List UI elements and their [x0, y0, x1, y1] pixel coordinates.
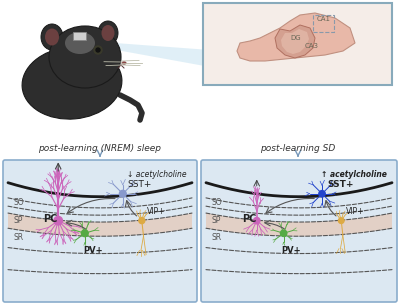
Circle shape: [280, 230, 287, 236]
Ellipse shape: [122, 61, 126, 65]
Ellipse shape: [102, 25, 114, 41]
Text: PC: PC: [242, 214, 256, 224]
Polygon shape: [88, 41, 210, 67]
Circle shape: [96, 48, 100, 52]
Ellipse shape: [98, 21, 118, 45]
Text: SR: SR: [13, 233, 23, 242]
Text: PV+: PV+: [83, 246, 102, 255]
Text: SST+: SST+: [128, 180, 152, 189]
Polygon shape: [275, 25, 315, 58]
Ellipse shape: [45, 28, 59, 45]
FancyBboxPatch shape: [203, 3, 392, 85]
Ellipse shape: [49, 26, 121, 88]
Circle shape: [54, 217, 62, 225]
Circle shape: [338, 218, 344, 224]
Circle shape: [82, 230, 88, 237]
Ellipse shape: [22, 47, 122, 119]
Text: SO: SO: [211, 198, 222, 207]
Polygon shape: [281, 29, 309, 54]
Polygon shape: [237, 13, 355, 61]
Text: CA1: CA1: [317, 16, 331, 22]
Circle shape: [319, 191, 325, 197]
Text: PC: PC: [43, 214, 58, 224]
Text: PV+: PV+: [282, 246, 301, 255]
Text: SR: SR: [211, 233, 221, 242]
FancyBboxPatch shape: [201, 160, 397, 302]
Text: SP: SP: [211, 216, 220, 225]
Ellipse shape: [65, 32, 95, 54]
Circle shape: [254, 217, 260, 224]
Text: DG: DG: [290, 35, 301, 41]
Text: SO: SO: [13, 198, 24, 207]
Text: VIP+: VIP+: [147, 207, 165, 216]
FancyBboxPatch shape: [3, 160, 197, 302]
Ellipse shape: [41, 24, 63, 50]
Circle shape: [119, 190, 126, 197]
Text: CA3: CA3: [305, 43, 319, 49]
Circle shape: [139, 218, 145, 224]
Text: post-learning SD: post-learning SD: [260, 144, 336, 153]
Text: VIP+: VIP+: [346, 207, 365, 216]
Text: SP: SP: [13, 216, 22, 225]
Polygon shape: [8, 213, 192, 236]
FancyBboxPatch shape: [74, 33, 86, 41]
Polygon shape: [206, 213, 392, 236]
Text: ↑ acetylcholine: ↑ acetylcholine: [321, 170, 387, 179]
Text: ↓ acetylcholine: ↓ acetylcholine: [127, 170, 187, 179]
Text: post-learning (NREM) sleep: post-learning (NREM) sleep: [38, 144, 162, 153]
Text: SST+: SST+: [327, 180, 354, 189]
Circle shape: [94, 46, 102, 54]
